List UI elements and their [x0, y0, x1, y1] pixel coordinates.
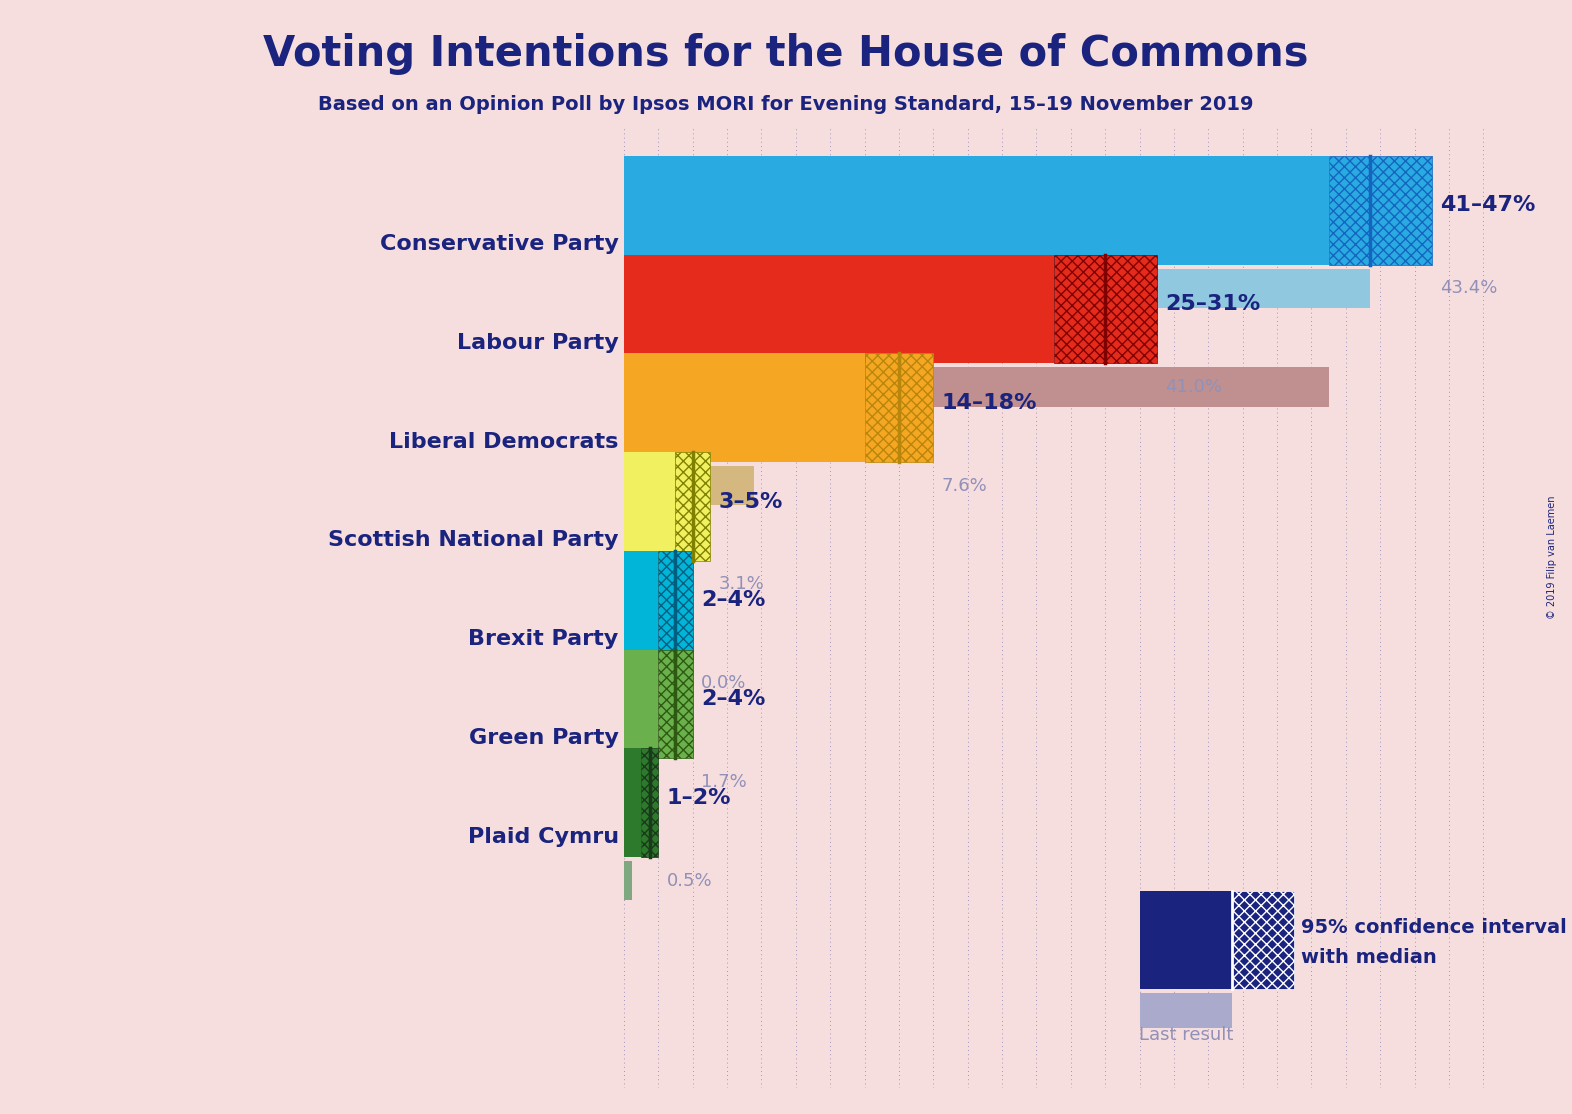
Bar	[676, 452, 711, 560]
Bar	[865, 353, 934, 462]
Text: 1.7%: 1.7%	[701, 773, 747, 791]
Text: 95% confidence interval: 95% confidence interval	[1302, 918, 1567, 938]
Bar	[1232, 891, 1294, 988]
Text: 2–4%: 2–4%	[701, 688, 766, 709]
Bar	[624, 353, 865, 462]
Bar	[1328, 156, 1432, 265]
Bar	[1140, 993, 1232, 1028]
Bar	[624, 268, 1369, 309]
Text: 2–4%: 2–4%	[701, 590, 766, 610]
Bar	[624, 749, 641, 857]
Bar	[624, 565, 678, 604]
Text: Conservative Party: Conservative Party	[380, 234, 619, 254]
Bar	[624, 156, 1328, 265]
Bar	[659, 550, 693, 659]
Bar	[1140, 891, 1232, 988]
Text: 43.4%: 43.4%	[1440, 280, 1498, 297]
Text: 0.5%: 0.5%	[667, 871, 712, 890]
Text: 41.0%: 41.0%	[1165, 378, 1223, 395]
Bar	[624, 466, 755, 506]
Text: Voting Intentions for the House of Commons: Voting Intentions for the House of Commo…	[263, 33, 1309, 76]
Text: 0.0%: 0.0%	[701, 674, 747, 692]
Text: Liberal Democrats: Liberal Democrats	[390, 432, 619, 452]
Text: 41–47%: 41–47%	[1440, 195, 1536, 215]
Text: Based on an Opinion Poll by Ipsos MORI for Evening Standard, 15–19 November 2019: Based on an Opinion Poll by Ipsos MORI f…	[318, 95, 1254, 114]
Text: 1–2%: 1–2%	[667, 788, 731, 808]
Text: © 2019 Filip van Laemen: © 2019 Filip van Laemen	[1547, 496, 1556, 618]
Text: with median: with median	[1302, 948, 1437, 967]
Text: Plaid Cymru: Plaid Cymru	[467, 827, 619, 847]
Bar	[624, 368, 1328, 407]
Text: 3–5%: 3–5%	[718, 491, 783, 511]
Bar	[624, 550, 659, 659]
Text: 14–18%: 14–18%	[942, 393, 1038, 413]
Bar	[624, 649, 659, 759]
Text: 25–31%: 25–31%	[1165, 294, 1261, 314]
Bar	[624, 762, 652, 802]
Bar	[624, 452, 676, 560]
Bar	[641, 749, 659, 857]
Text: Last result: Last result	[1138, 1026, 1232, 1044]
Text: 3.1%: 3.1%	[718, 576, 764, 594]
Text: Labour Party: Labour Party	[457, 333, 619, 353]
Bar	[1053, 255, 1157, 363]
Text: Brexit Party: Brexit Party	[468, 629, 619, 649]
Text: 7.6%: 7.6%	[942, 477, 987, 495]
Bar	[624, 255, 1053, 363]
Text: Green Party: Green Party	[468, 727, 619, 747]
Text: Scottish National Party: Scottish National Party	[329, 530, 619, 550]
Bar	[659, 649, 693, 759]
Bar	[624, 861, 632, 900]
